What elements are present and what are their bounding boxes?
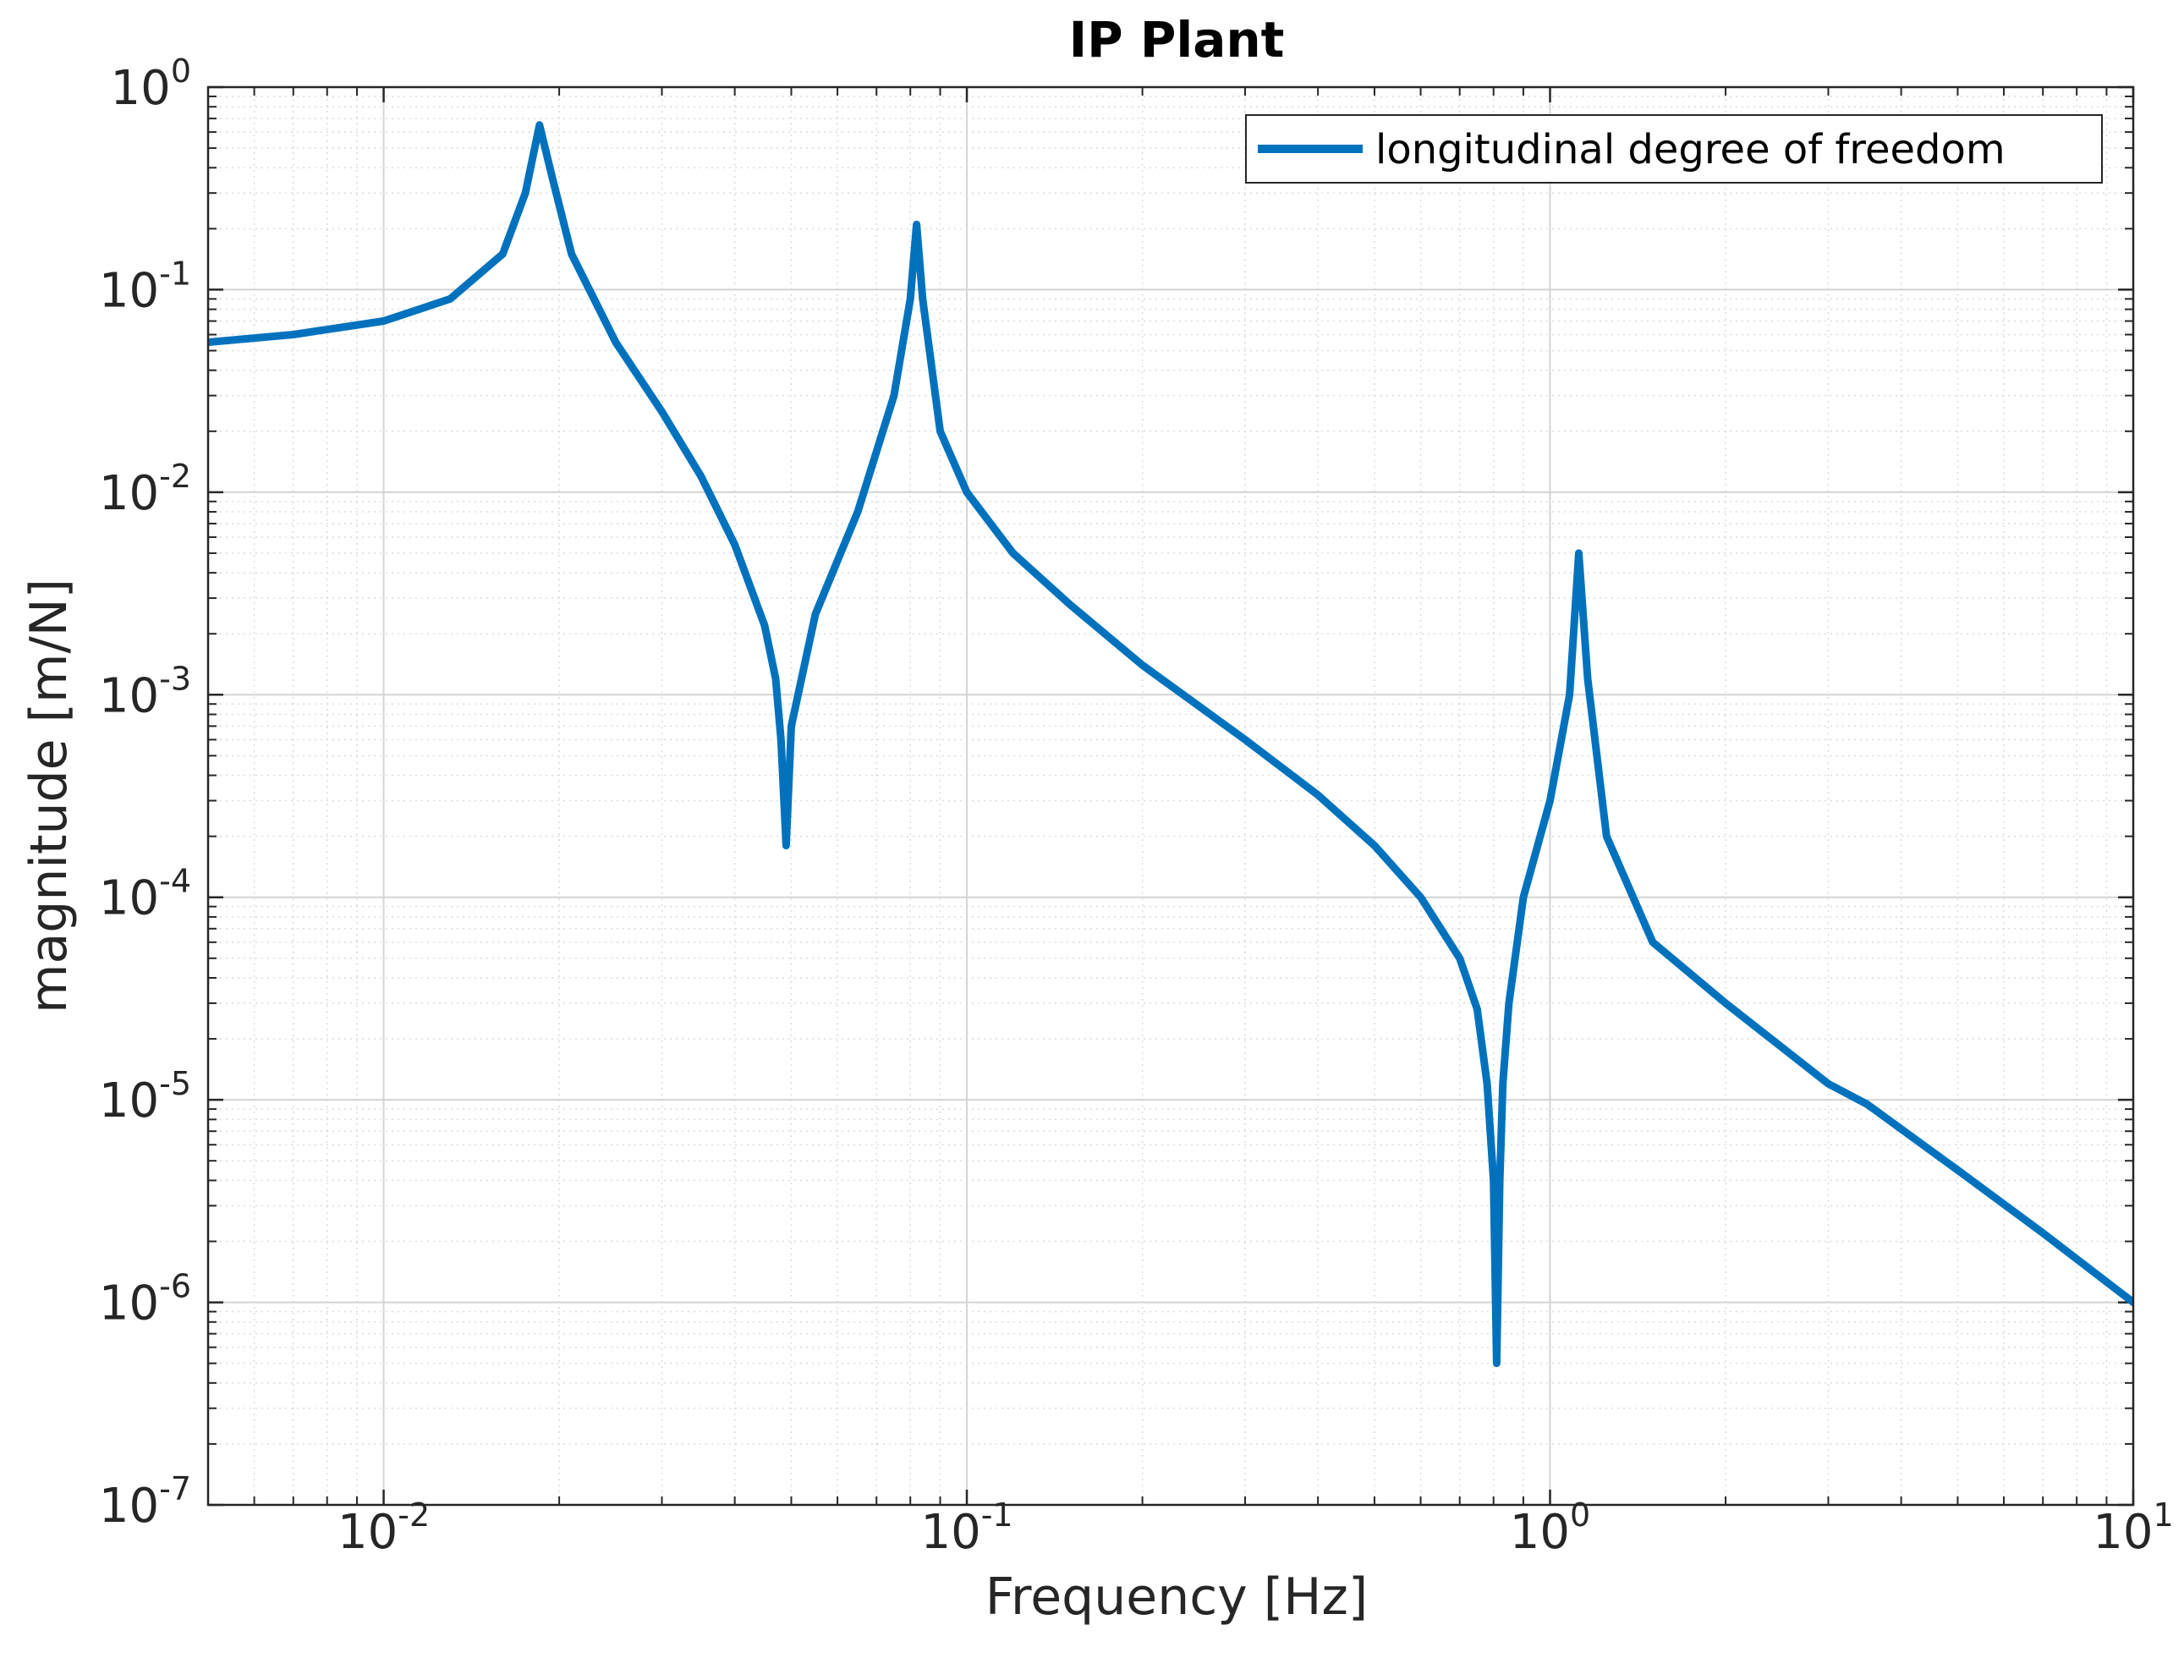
y-tick-mantissa: 10 (99, 1479, 159, 1534)
y-tick-exponent: -3 (159, 660, 191, 697)
y-tick-label: 10-1 (99, 255, 191, 318)
y-tick-mantissa: 10 (99, 1073, 159, 1128)
y-tick-exponent: -1 (159, 255, 191, 292)
y-tick-exponent: -4 (159, 863, 191, 900)
y-axis-label: magnitude [m/N] (19, 579, 79, 1013)
y-tick-exponent: -6 (159, 1268, 191, 1305)
plot-area (208, 87, 2133, 1505)
y-tick-mantissa: 10 (99, 263, 159, 318)
y-tick-label: 10-6 (99, 1268, 191, 1331)
x-tick-exponent: 1 (2154, 1496, 2174, 1534)
y-tick-mantissa: 10 (99, 466, 159, 521)
y-tick-mantissa: 10 (99, 668, 159, 723)
y-tick-exponent: 0 (171, 52, 191, 90)
x-tick-exponent: -2 (398, 1496, 430, 1534)
series-line (208, 121, 2133, 1368)
legend: longitudinal degree of freedom (1245, 114, 2103, 184)
x-tick-mantissa: 10 (337, 1505, 398, 1560)
y-tick-mantissa: 10 (111, 61, 171, 116)
axes-box (206, 85, 2135, 1507)
y-tick-label: 10-4 (99, 863, 191, 926)
x-tick-label: 10-2 (337, 1496, 430, 1560)
y-tick-label: 10-3 (99, 660, 191, 723)
x-tick-labels: 10-2 10-1 100 101 (337, 1496, 2174, 1560)
legend-label: longitudinal degree of freedom (1375, 126, 2006, 173)
y-tick-label: 10-7 (99, 1470, 191, 1534)
x-axis-label: Frequency [Hz] (985, 1567, 1368, 1627)
y-tick-mantissa: 10 (99, 871, 159, 926)
chart-title: IP Plant (1069, 11, 1285, 69)
x-tick-label: 101 (2093, 1496, 2173, 1560)
x-tick-label: 10-1 (920, 1496, 1012, 1560)
y-tick-exponent: -2 (159, 458, 191, 495)
x-tick-mantissa: 10 (920, 1505, 980, 1560)
y-tick-label: 100 (111, 52, 191, 116)
x-tick-mantissa: 10 (2093, 1505, 2153, 1560)
y-tick-label: 10-5 (99, 1065, 191, 1128)
x-tick-label: 100 (1510, 1496, 1590, 1560)
y-tick-exponent: -5 (159, 1065, 191, 1102)
y-tick-exponent: -7 (159, 1470, 191, 1507)
y-tick-mantissa: 10 (99, 1276, 159, 1331)
x-tick-exponent: 0 (1570, 1496, 1590, 1534)
x-tick-exponent: -1 (981, 1496, 1013, 1534)
legend-box (1245, 114, 2103, 184)
y-tick-label: 10-2 (99, 458, 191, 521)
x-tick-mantissa: 10 (1510, 1505, 1570, 1560)
